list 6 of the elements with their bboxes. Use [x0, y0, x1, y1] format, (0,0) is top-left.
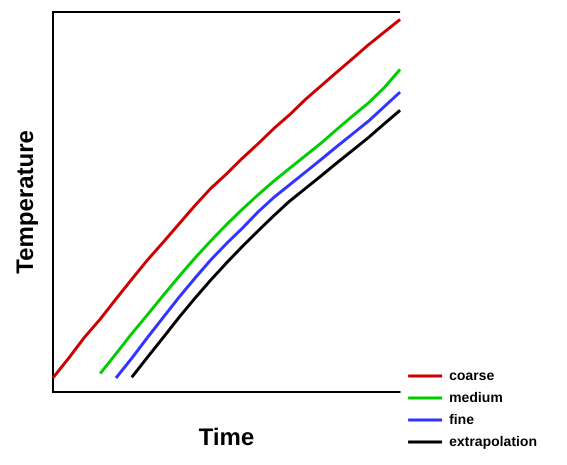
legend-label: coarse [449, 366, 494, 383]
legend-label: extrapolation [449, 432, 538, 449]
x-axis-title: Time [198, 424, 254, 452]
y-axis-title: Temperature [12, 130, 40, 274]
legend-label: medium [449, 388, 503, 405]
legend-label: fine [449, 410, 474, 427]
